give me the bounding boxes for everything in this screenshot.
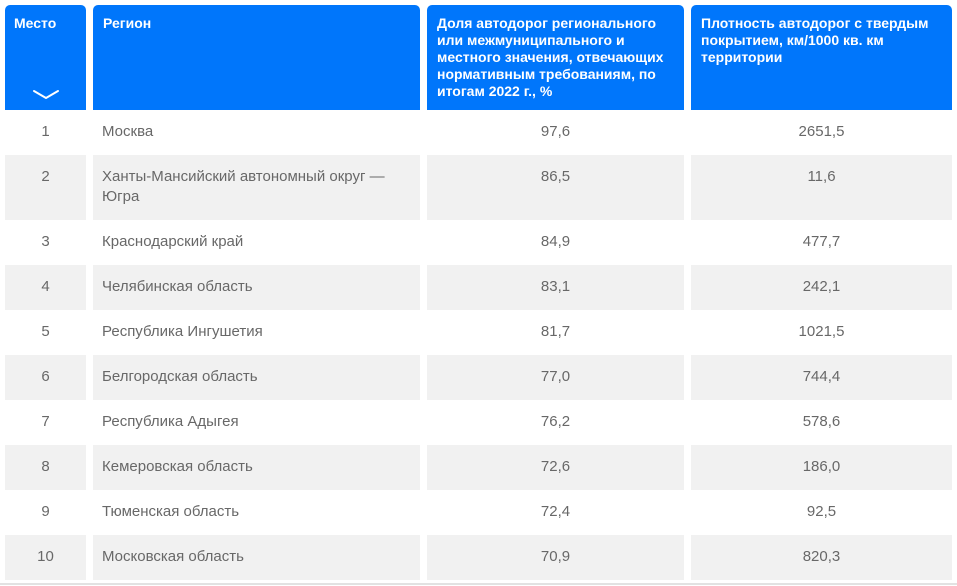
column-header-share[interactable]: Доля автодорог регионального или межмуни…	[427, 5, 684, 110]
place-cell: 7	[5, 400, 86, 445]
column-header-place-label: Место	[14, 15, 57, 31]
place-cell: 9	[5, 490, 86, 535]
region-cell: Белгородская область	[93, 355, 420, 400]
place-cell: 8	[5, 445, 86, 490]
chevron-down-icon[interactable]	[32, 89, 60, 100]
density-cell: 2651,5	[691, 110, 952, 155]
region-cell: Москва	[93, 110, 420, 155]
region-cell: Республика Ингушетия	[93, 310, 420, 355]
regional-roads-table: Место Регион Доля автодорог региональног…	[0, 5, 957, 580]
place-cell: 6	[5, 355, 86, 400]
share-cell: 72,4	[427, 490, 684, 535]
table-row: 1 Москва 97,6 2651,5	[5, 110, 952, 155]
region-cell: Челябинская область	[93, 265, 420, 310]
table-row: 3 Краснодарский край 84,9 477,7	[5, 220, 952, 265]
column-header-place[interactable]: Место	[5, 5, 86, 110]
column-header-region[interactable]: Регион	[93, 5, 420, 110]
table-row: 6 Белгородская область 77,0 744,4	[5, 355, 952, 400]
place-cell: 3	[5, 220, 86, 265]
share-cell: 86,5	[427, 155, 684, 220]
region-cell: Тюменская область	[93, 490, 420, 535]
place-cell: 4	[5, 265, 86, 310]
density-cell: 92,5	[691, 490, 952, 535]
table-body: 1 Москва 97,6 2651,5 2 Ханты-Мансийский …	[5, 110, 952, 580]
density-cell: 744,4	[691, 355, 952, 400]
region-cell: Краснодарский край	[93, 220, 420, 265]
share-cell: 76,2	[427, 400, 684, 445]
table-row: 2 Ханты-Мансийский автономный округ — Юг…	[5, 155, 952, 220]
share-cell: 84,9	[427, 220, 684, 265]
density-cell: 578,6	[691, 400, 952, 445]
table-row: 4 Челябинская область 83,1 242,1	[5, 265, 952, 310]
place-cell: 5	[5, 310, 86, 355]
table-row: 8 Кемеровская область 72,6 186,0	[5, 445, 952, 490]
share-cell: 81,7	[427, 310, 684, 355]
table-row: 9 Тюменская область 72,4 92,5	[5, 490, 952, 535]
share-cell: 83,1	[427, 265, 684, 310]
share-cell: 77,0	[427, 355, 684, 400]
table-bottom-divider	[0, 583, 957, 585]
place-cell: 10	[5, 535, 86, 580]
region-cell: Ханты-Мансийский автономный округ — Югра	[93, 155, 420, 220]
place-cell: 1	[5, 110, 86, 155]
table-header-row: Место Регион Доля автодорог региональног…	[5, 5, 952, 110]
column-header-share-label: Доля автодорог регионального или межмуни…	[437, 15, 664, 99]
region-cell: Кемеровская область	[93, 445, 420, 490]
share-cell: 97,6	[427, 110, 684, 155]
share-cell: 70,9	[427, 535, 684, 580]
density-cell: 477,7	[691, 220, 952, 265]
table-row: 5 Республика Ингушетия 81,7 1021,5	[5, 310, 952, 355]
share-cell: 72,6	[427, 445, 684, 490]
region-cell: Республика Адыгея	[93, 400, 420, 445]
column-header-density[interactable]: Плотность автодорог с твердым покрытием,…	[691, 5, 952, 110]
density-cell: 186,0	[691, 445, 952, 490]
place-cell: 2	[5, 155, 86, 220]
density-cell: 1021,5	[691, 310, 952, 355]
region-cell: Московская область	[93, 535, 420, 580]
table-row: 10 Московская область 70,9 820,3	[5, 535, 952, 580]
density-cell: 242,1	[691, 265, 952, 310]
density-cell: 820,3	[691, 535, 952, 580]
density-cell: 11,6	[691, 155, 952, 220]
column-header-region-label: Регион	[103, 15, 152, 31]
column-header-density-label: Плотность автодорог с твердым покрытием,…	[701, 15, 929, 65]
table-row: 7 Республика Адыгея 76,2 578,6	[5, 400, 952, 445]
